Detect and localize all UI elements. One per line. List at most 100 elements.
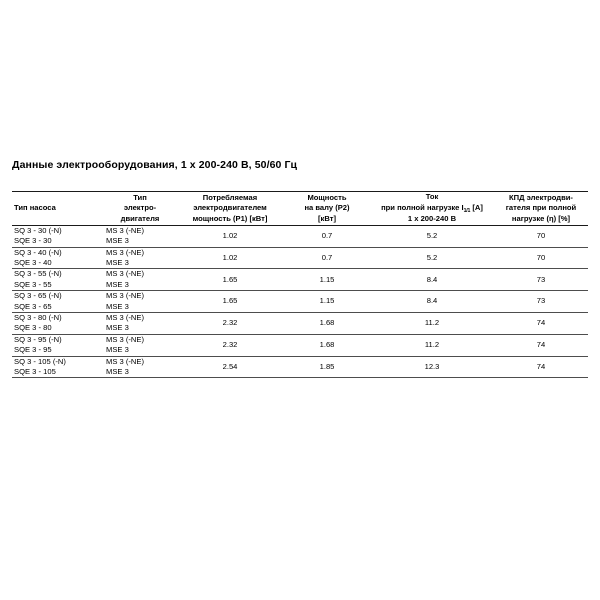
- cell-efficiency: 70: [536, 252, 546, 262]
- pump-type-sqe: SQE 3 - 30: [14, 236, 52, 246]
- pump-type-sq: SQ 3 - 40 (-N): [14, 247, 62, 257]
- page-title: Данные электрооборудования, 1 x 200-240 …: [12, 159, 298, 171]
- cell-input-power-p1: 2.32: [222, 340, 238, 350]
- cell-efficiency: 73: [536, 274, 546, 284]
- cell-motor-type: MS 3 (-NE) MSE 3: [104, 225, 176, 247]
- motor-type-mse: MSE 3: [106, 236, 129, 246]
- column-header-current-line2: при полной нагрузке I1/1 [A]: [370, 203, 494, 215]
- motor-type-mse: MSE 3: [106, 367, 129, 377]
- column-header-motor-type-line2: электро-: [123, 203, 157, 213]
- column-header-pump-type-line1: Тип насоса: [14, 203, 56, 213]
- column-header-efficiency-line2: гателя при полной: [505, 203, 577, 213]
- cell-pump-type: SQ 3 - 40 (-N) SQE 3 - 40: [12, 247, 104, 269]
- motor-type-ms: MS 3 (-NE): [106, 269, 144, 279]
- cell-pump-type: SQ 3 - 65 (-N) SQE 3 - 65: [12, 291, 104, 313]
- cell-shaft-power-p2: 1.15: [319, 274, 335, 284]
- electrical-data-table: Тип насоса Тип электро- двигателя Потреб…: [12, 191, 588, 378]
- pump-type-sq: SQ 3 - 30 (-N): [14, 225, 62, 235]
- pump-type-sq: SQ 3 - 55 (-N): [14, 269, 62, 279]
- cell-efficiency: 74: [536, 318, 546, 328]
- motor-type-mse: MSE 3: [106, 345, 129, 355]
- pump-type-sq: SQ 3 - 80 (-N): [14, 313, 62, 323]
- pump-type-sq: SQ 3 - 95 (-N): [14, 334, 62, 344]
- motor-type-ms: MS 3 (-NE): [106, 334, 144, 344]
- column-header-input-power-p1: Потребляемая электродвигателем мощность …: [176, 192, 284, 226]
- cell-full-load-current: 11.2: [424, 340, 440, 350]
- column-header-current-line3: 1 x 200-240 В: [407, 214, 457, 224]
- column-header-pump-type: Тип насоса: [12, 192, 104, 226]
- table-row: SQ 3 - 80 (-N) SQE 3 - 80 MS 3 (-NE) MSE 3 2…: [12, 313, 588, 335]
- motor-type-ms: MS 3 (-NE): [106, 313, 144, 323]
- pump-type-sqe: SQE 3 - 40: [14, 258, 52, 267]
- column-header-motor-type-line3: двигателя: [120, 213, 160, 223]
- cell-input-power-p1: 1.02: [222, 230, 238, 240]
- table-row: SQ 3 - 105 (-N) SQE 3 - 105 MS 3 (-NE) MSE …: [12, 356, 588, 378]
- cell-pump-type: SQ 3 - 105 (-N) SQE 3 - 105: [12, 356, 104, 378]
- cell-input-power-p1: 1.65: [222, 274, 238, 284]
- column-header-efficiency-line3: нагрузке (η) [%]: [511, 213, 571, 223]
- cell-input-power-p1: 1.65: [222, 296, 238, 306]
- column-header-p2-line3: [кВт]: [318, 213, 336, 223]
- table-header: Тип насоса Тип электро- двигателя Потреб…: [12, 191, 588, 226]
- cell-input-power-p1: 2.32: [222, 318, 238, 328]
- cell-shaft-power-p2: 1.68: [319, 340, 335, 350]
- cell-motor-type: MS 3 (-NE) MSE 3: [104, 334, 176, 356]
- cell-shaft-power-p2: 1.15: [319, 296, 335, 306]
- cell-shaft-power-p2: 1.85: [319, 361, 335, 371]
- cell-pump-type: SQ 3 - 95 (-N) SQE 3 - 95: [12, 334, 104, 356]
- pump-type-sqe: SQE 3 - 95: [14, 345, 52, 355]
- column-header-p1-line2: электродвигателем: [193, 203, 267, 213]
- pump-type-sqe: SQE 3 - 55: [14, 279, 52, 289]
- cell-efficiency: 74: [536, 361, 546, 371]
- cell-motor-type: MS 3 (-NE) MSE 3: [104, 247, 176, 269]
- column-header-efficiency-line1: КПД электродви-: [509, 192, 573, 202]
- table-header-row: Тип насоса Тип электро- двигателя Потреб…: [12, 191, 588, 226]
- cell-full-load-current: 12.3: [424, 361, 440, 371]
- cell-motor-type: MS 3 (-NE) MSE 3: [104, 269, 176, 291]
- cell-full-load-current: 8.4: [426, 274, 438, 284]
- column-header-p1-line3: мощность (Р1) [кВт]: [192, 213, 268, 223]
- column-header-shaft-power-p2: Мощность на валу (Р2) [кВт]: [284, 192, 370, 226]
- cell-pump-type: SQ 3 - 30 (-N) SQE 3 - 30: [12, 225, 104, 247]
- cell-efficiency: 73: [536, 296, 546, 306]
- cell-shaft-power-p2: 0.7: [321, 252, 333, 262]
- pump-type-sq: SQ 3 - 105 (-N): [14, 356, 66, 366]
- motor-type-mse: MSE 3: [106, 301, 129, 311]
- motor-type-ms: MS 3 (-NE): [106, 247, 144, 257]
- motor-type-mse: MSE 3: [106, 323, 129, 333]
- cell-pump-type: SQ 3 - 80 (-N) SQE 3 - 80: [12, 313, 104, 335]
- cell-shaft-power-p2: 0.7: [321, 230, 333, 240]
- cell-full-load-current: 8.4: [426, 296, 438, 306]
- cell-efficiency: 74: [536, 340, 546, 350]
- column-header-current-label: при полной нагрузке I: [381, 202, 464, 212]
- column-header-full-load-current: Ток при полной нагрузке I1/1 [A] 1 x 200…: [370, 192, 494, 226]
- column-header-efficiency: КПД электродви- гателя при полной нагруз…: [494, 192, 588, 226]
- pump-type-sq: SQ 3 - 65 (-N): [14, 291, 62, 301]
- column-header-current-subscript: 1/1: [463, 207, 471, 214]
- cell-full-load-current: 5.2: [426, 252, 438, 262]
- cell-input-power-p1: 1.02: [222, 252, 238, 262]
- cell-shaft-power-p2: 1.68: [319, 318, 335, 328]
- motor-type-ms: MS 3 (-NE): [106, 225, 144, 235]
- column-header-motor-type: Тип электро- двигателя: [104, 192, 176, 226]
- pump-type-sqe: SQE 3 - 65: [14, 301, 52, 311]
- cell-motor-type: MS 3 (-NE) MSE 3: [104, 313, 176, 335]
- column-header-p2-line2: на валу (Р2): [304, 203, 350, 213]
- column-header-current-unit: [A]: [472, 202, 483, 212]
- column-header-p2-line1: Мощность: [307, 192, 347, 202]
- motor-type-mse: MSE 3: [106, 279, 129, 289]
- motor-type-mse: MSE 3: [106, 258, 129, 267]
- cell-full-load-current: 5.2: [426, 230, 438, 240]
- cell-efficiency: 70: [536, 230, 546, 240]
- cell-pump-type: SQ 3 - 55 (-N) SQE 3 - 55: [12, 269, 104, 291]
- motor-type-ms: MS 3 (-NE): [106, 356, 144, 366]
- pump-type-sqe: SQE 3 - 105: [14, 367, 56, 377]
- cell-full-load-current: 11.2: [424, 318, 440, 328]
